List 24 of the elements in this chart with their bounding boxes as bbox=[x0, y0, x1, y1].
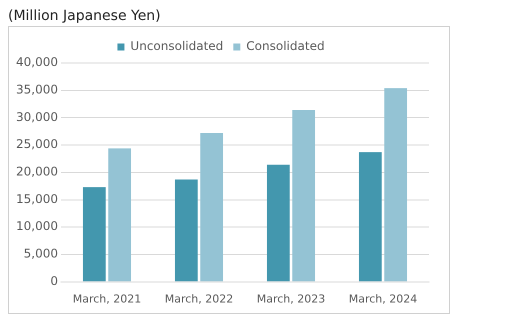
bar bbox=[292, 110, 316, 282]
y-tick-label: 0 bbox=[50, 274, 58, 288]
bar bbox=[358, 152, 382, 282]
legend-label: Consolidated bbox=[246, 39, 325, 54]
y-tick-label: 30,000 bbox=[16, 110, 58, 124]
bar bbox=[82, 187, 106, 282]
y-tick-label: 35,000 bbox=[16, 82, 58, 96]
y-tick-label: 20,000 bbox=[16, 164, 58, 179]
x-tick-label: March, 2022 bbox=[164, 292, 234, 306]
legend-label: Unconsolidated bbox=[130, 39, 224, 54]
bar bbox=[266, 164, 290, 282]
bar bbox=[174, 180, 198, 282]
y-tick-label: 15,000 bbox=[16, 192, 58, 206]
chart-title: (Million Japanese Yen) bbox=[8, 8, 162, 24]
y-tick-label: 5,000 bbox=[24, 246, 58, 261]
y-tick-label: 40,000 bbox=[16, 55, 58, 70]
y-tick-label: 25,000 bbox=[16, 137, 58, 152]
bar bbox=[384, 88, 408, 282]
bar bbox=[200, 133, 224, 282]
bar bbox=[108, 148, 132, 282]
x-tick-label: March, 2021 bbox=[72, 292, 142, 306]
x-tick-label: March, 2024 bbox=[348, 292, 418, 306]
x-tick-label: March, 2023 bbox=[256, 292, 326, 306]
y-tick-label: 10,000 bbox=[16, 219, 58, 234]
